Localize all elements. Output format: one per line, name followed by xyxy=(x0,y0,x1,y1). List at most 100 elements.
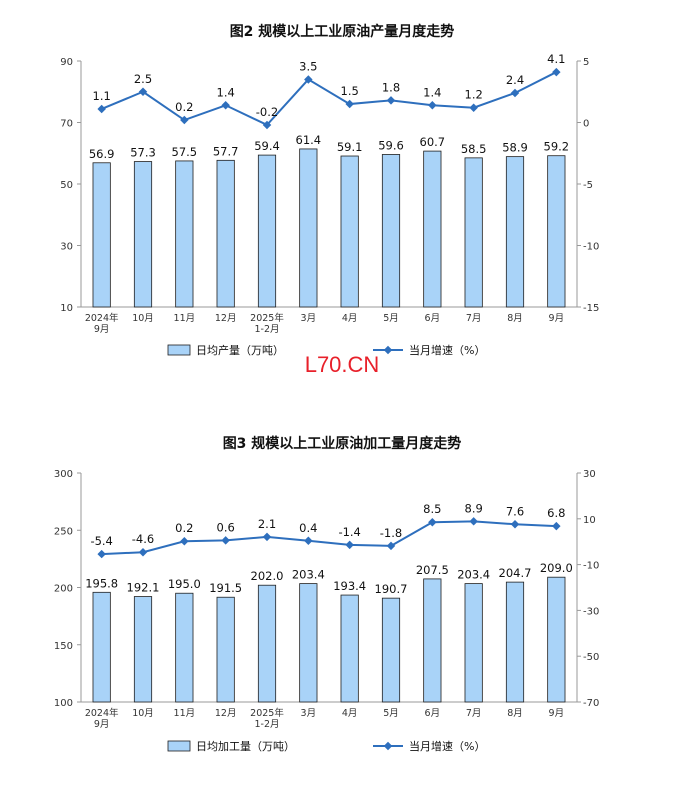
bar-value-label: 59.1 xyxy=(337,140,363,154)
bar-value-label: 59.2 xyxy=(544,140,570,154)
bar-value-label: 195.0 xyxy=(168,577,201,591)
growth-rate-point xyxy=(552,521,561,531)
x-axis-tick-label: 2025年 xyxy=(250,312,284,324)
crude-oil-output-chart: 图2 规模以上工业原油产量月度走势 10 30 50 70 90 -15 -10 -5 0 5 56.… xyxy=(60,23,599,357)
growth-rate-point xyxy=(97,104,106,114)
x-axis-tick-label: 10月 xyxy=(132,708,154,719)
legend-line-label: 当月增速（%） xyxy=(409,739,485,753)
growth-rate-label: 0.2 xyxy=(175,100,193,114)
x-axis-tick-label: 12月 xyxy=(215,708,237,719)
right-axis-tick-label: 0 xyxy=(583,119,589,130)
growth-rate-label: 0.4 xyxy=(299,521,317,535)
growth-rate-label: 2.1 xyxy=(258,517,276,531)
bar-value-label: 209.0 xyxy=(540,561,573,575)
growth-rate-label: 1.4 xyxy=(217,85,235,99)
legend-line-label: 当月增速（%） xyxy=(409,343,485,357)
growth-rate-point xyxy=(180,115,189,125)
growth-rate-point xyxy=(469,517,478,526)
bar xyxy=(257,584,277,703)
x-axis-tick-label: 4月 xyxy=(342,708,358,719)
chart-title: 图2 规模以上工业原油产量月度走势 xyxy=(230,23,455,40)
growth-rate-point xyxy=(386,541,396,551)
growth-rate-point xyxy=(262,532,272,542)
growth-rate-point xyxy=(138,87,148,96)
x-axis-tick-label: 9月 xyxy=(549,708,565,719)
growth-rate-point xyxy=(138,547,148,557)
watermark: L70.CN xyxy=(304,352,380,377)
bar-value-label: 57.7 xyxy=(213,144,239,158)
x-axis-tick-label: 5月 xyxy=(383,313,399,324)
x-axis-tick-label: 4月 xyxy=(342,313,358,324)
bar-value-label: 207.5 xyxy=(416,563,449,577)
bar-value-label: 202.0 xyxy=(251,569,284,583)
x-axis-tick-label: 11月 xyxy=(174,708,196,719)
bar-value-label: 193.4 xyxy=(333,579,366,593)
growth-rate-line xyxy=(101,71,557,127)
x-axis-tick-label: 7月 xyxy=(466,708,482,719)
growth-rate-label: 1.1 xyxy=(93,89,111,103)
left-axis-tick-label: 250 xyxy=(54,526,73,537)
legend-bar-swatch xyxy=(167,740,191,752)
chart-title: 图3 规模以上工业原油加工量月度走势 xyxy=(223,435,462,452)
bar xyxy=(299,583,318,703)
x-axis-tick-label: 9月 xyxy=(94,719,110,730)
right-axis-tick-label: -50 xyxy=(583,652,599,663)
right-axis-tick-label: 30 xyxy=(583,469,596,480)
left-axis-tick-label: 300 xyxy=(54,469,73,480)
bar-value-label: 190.7 xyxy=(375,582,408,596)
left-axis-tick-label: 10 xyxy=(60,303,73,314)
growth-rate-label: 8.9 xyxy=(465,501,483,515)
growth-rate-label: 2.4 xyxy=(506,73,524,87)
growth-rate-label: -5.4 xyxy=(90,534,112,548)
growth-rate-line xyxy=(101,520,557,556)
bar-value-label: 59.4 xyxy=(254,139,280,153)
bar xyxy=(92,591,111,703)
growth-rate-point xyxy=(221,536,230,545)
left-axis-tick-label: 100 xyxy=(54,698,73,709)
growth-rate-label: 4.1 xyxy=(547,52,565,66)
right-axis-tick-label: -10 xyxy=(583,242,599,253)
left-axis-tick-label: 30 xyxy=(60,242,73,253)
growth-rate-point xyxy=(386,96,396,105)
legend-line-marker xyxy=(383,741,393,751)
growth-rate-label: -1.8 xyxy=(380,526,402,540)
growth-rate-point xyxy=(510,88,520,98)
growth-rate-label: 1.8 xyxy=(382,80,400,94)
x-axis-tick-label: 9月 xyxy=(94,324,110,335)
bar-value-label: 203.4 xyxy=(292,568,325,582)
growth-rate-label: 0.6 xyxy=(217,520,235,534)
bar xyxy=(92,162,111,308)
growth-rate-label: -1.4 xyxy=(338,525,360,539)
right-axis-tick-label: -5 xyxy=(583,180,593,191)
right-axis-tick-label: -15 xyxy=(583,303,599,314)
bar-value-label: 195.8 xyxy=(85,576,118,590)
legend-bar-swatch xyxy=(167,344,191,356)
growth-rate-point xyxy=(469,103,478,112)
bar xyxy=(381,597,401,703)
growth-rate-point xyxy=(345,540,354,550)
bar xyxy=(423,150,442,308)
growth-rate-label: -0.2 xyxy=(256,105,278,119)
x-axis-tick-label: 7月 xyxy=(466,313,482,324)
bar xyxy=(133,161,153,308)
growth-rate-point xyxy=(552,67,561,77)
growth-rate-point xyxy=(304,536,313,546)
bar xyxy=(547,576,566,703)
bar-value-label: 60.7 xyxy=(420,135,446,149)
bar xyxy=(381,154,401,308)
x-axis-tick-label: 3月 xyxy=(301,313,317,324)
growth-rate-label: 8.5 xyxy=(423,502,441,516)
growth-rate-point xyxy=(428,517,437,527)
x-axis-tick-label: 2025年 xyxy=(250,707,284,719)
right-axis-tick-label: -10 xyxy=(583,561,599,572)
x-axis-tick-label: 10月 xyxy=(132,313,154,324)
bar-value-label: 59.6 xyxy=(378,138,404,152)
bar-value-label: 61.4 xyxy=(296,133,322,147)
growth-rate-point xyxy=(510,520,520,529)
x-axis-tick-label: 6月 xyxy=(425,313,441,324)
bar-value-label: 204.7 xyxy=(499,566,532,580)
legend-bar-label: 日均加工量（万吨） xyxy=(196,740,295,753)
bar xyxy=(340,594,359,703)
growth-rate-point xyxy=(304,75,313,84)
bar xyxy=(464,157,483,308)
